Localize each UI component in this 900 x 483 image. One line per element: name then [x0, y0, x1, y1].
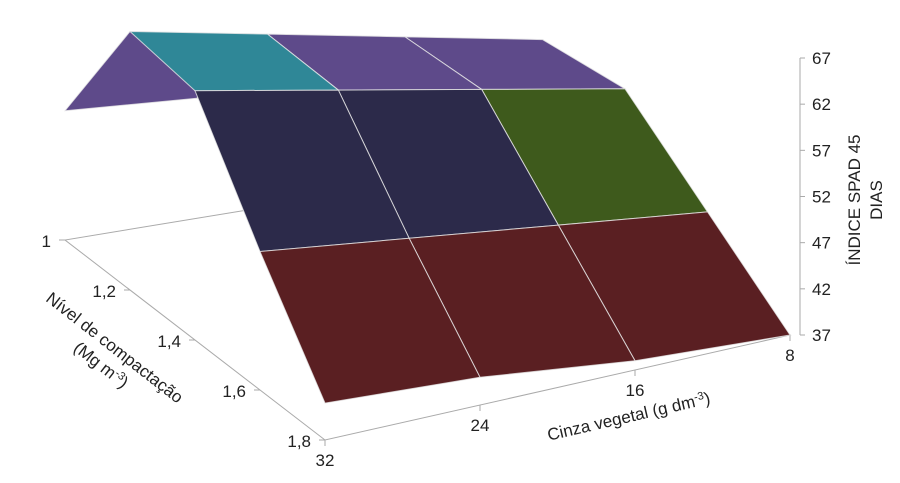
z-axis-label-line: DIAS [867, 180, 886, 220]
y-tick-label: 24 [471, 416, 490, 435]
x-tick-label: 1,2 [92, 282, 116, 301]
x-tick-label: 1,6 [222, 382, 246, 401]
x-tick-label: 1 [42, 232, 51, 251]
z-axis-label: ÍNDICE SPAD 45 DIAS [845, 134, 886, 265]
z-tick-label: 52 [812, 188, 831, 207]
z-tick-label: 37 [812, 326, 831, 345]
z-axis-label-line: ÍNDICE SPAD 45 [845, 134, 864, 265]
x-tick-label: 1,4 [157, 332, 181, 351]
y-tick-label: 32 [316, 451, 335, 470]
z-tick-label: 57 [812, 141, 831, 160]
y-axis-label-sup: -3 [693, 390, 705, 404]
z-tick-label: 42 [812, 280, 831, 299]
x-tick-label: 1,8 [287, 432, 311, 451]
y-tick-label: 8 [785, 346, 794, 365]
z-tick-label: 47 [812, 234, 831, 253]
x-axis-label: Nível de compactação (Mg m-3) [42, 289, 186, 408]
z-tick-label: 67 [812, 49, 831, 68]
z-tick-label: 62 [812, 95, 831, 114]
y-tick-label: 16 [626, 381, 645, 400]
y-axis-label-part: ) [702, 389, 712, 409]
y-axis-label-part: Cinza vegetal (g dm [545, 392, 697, 445]
surface-patch [259, 237, 481, 404]
